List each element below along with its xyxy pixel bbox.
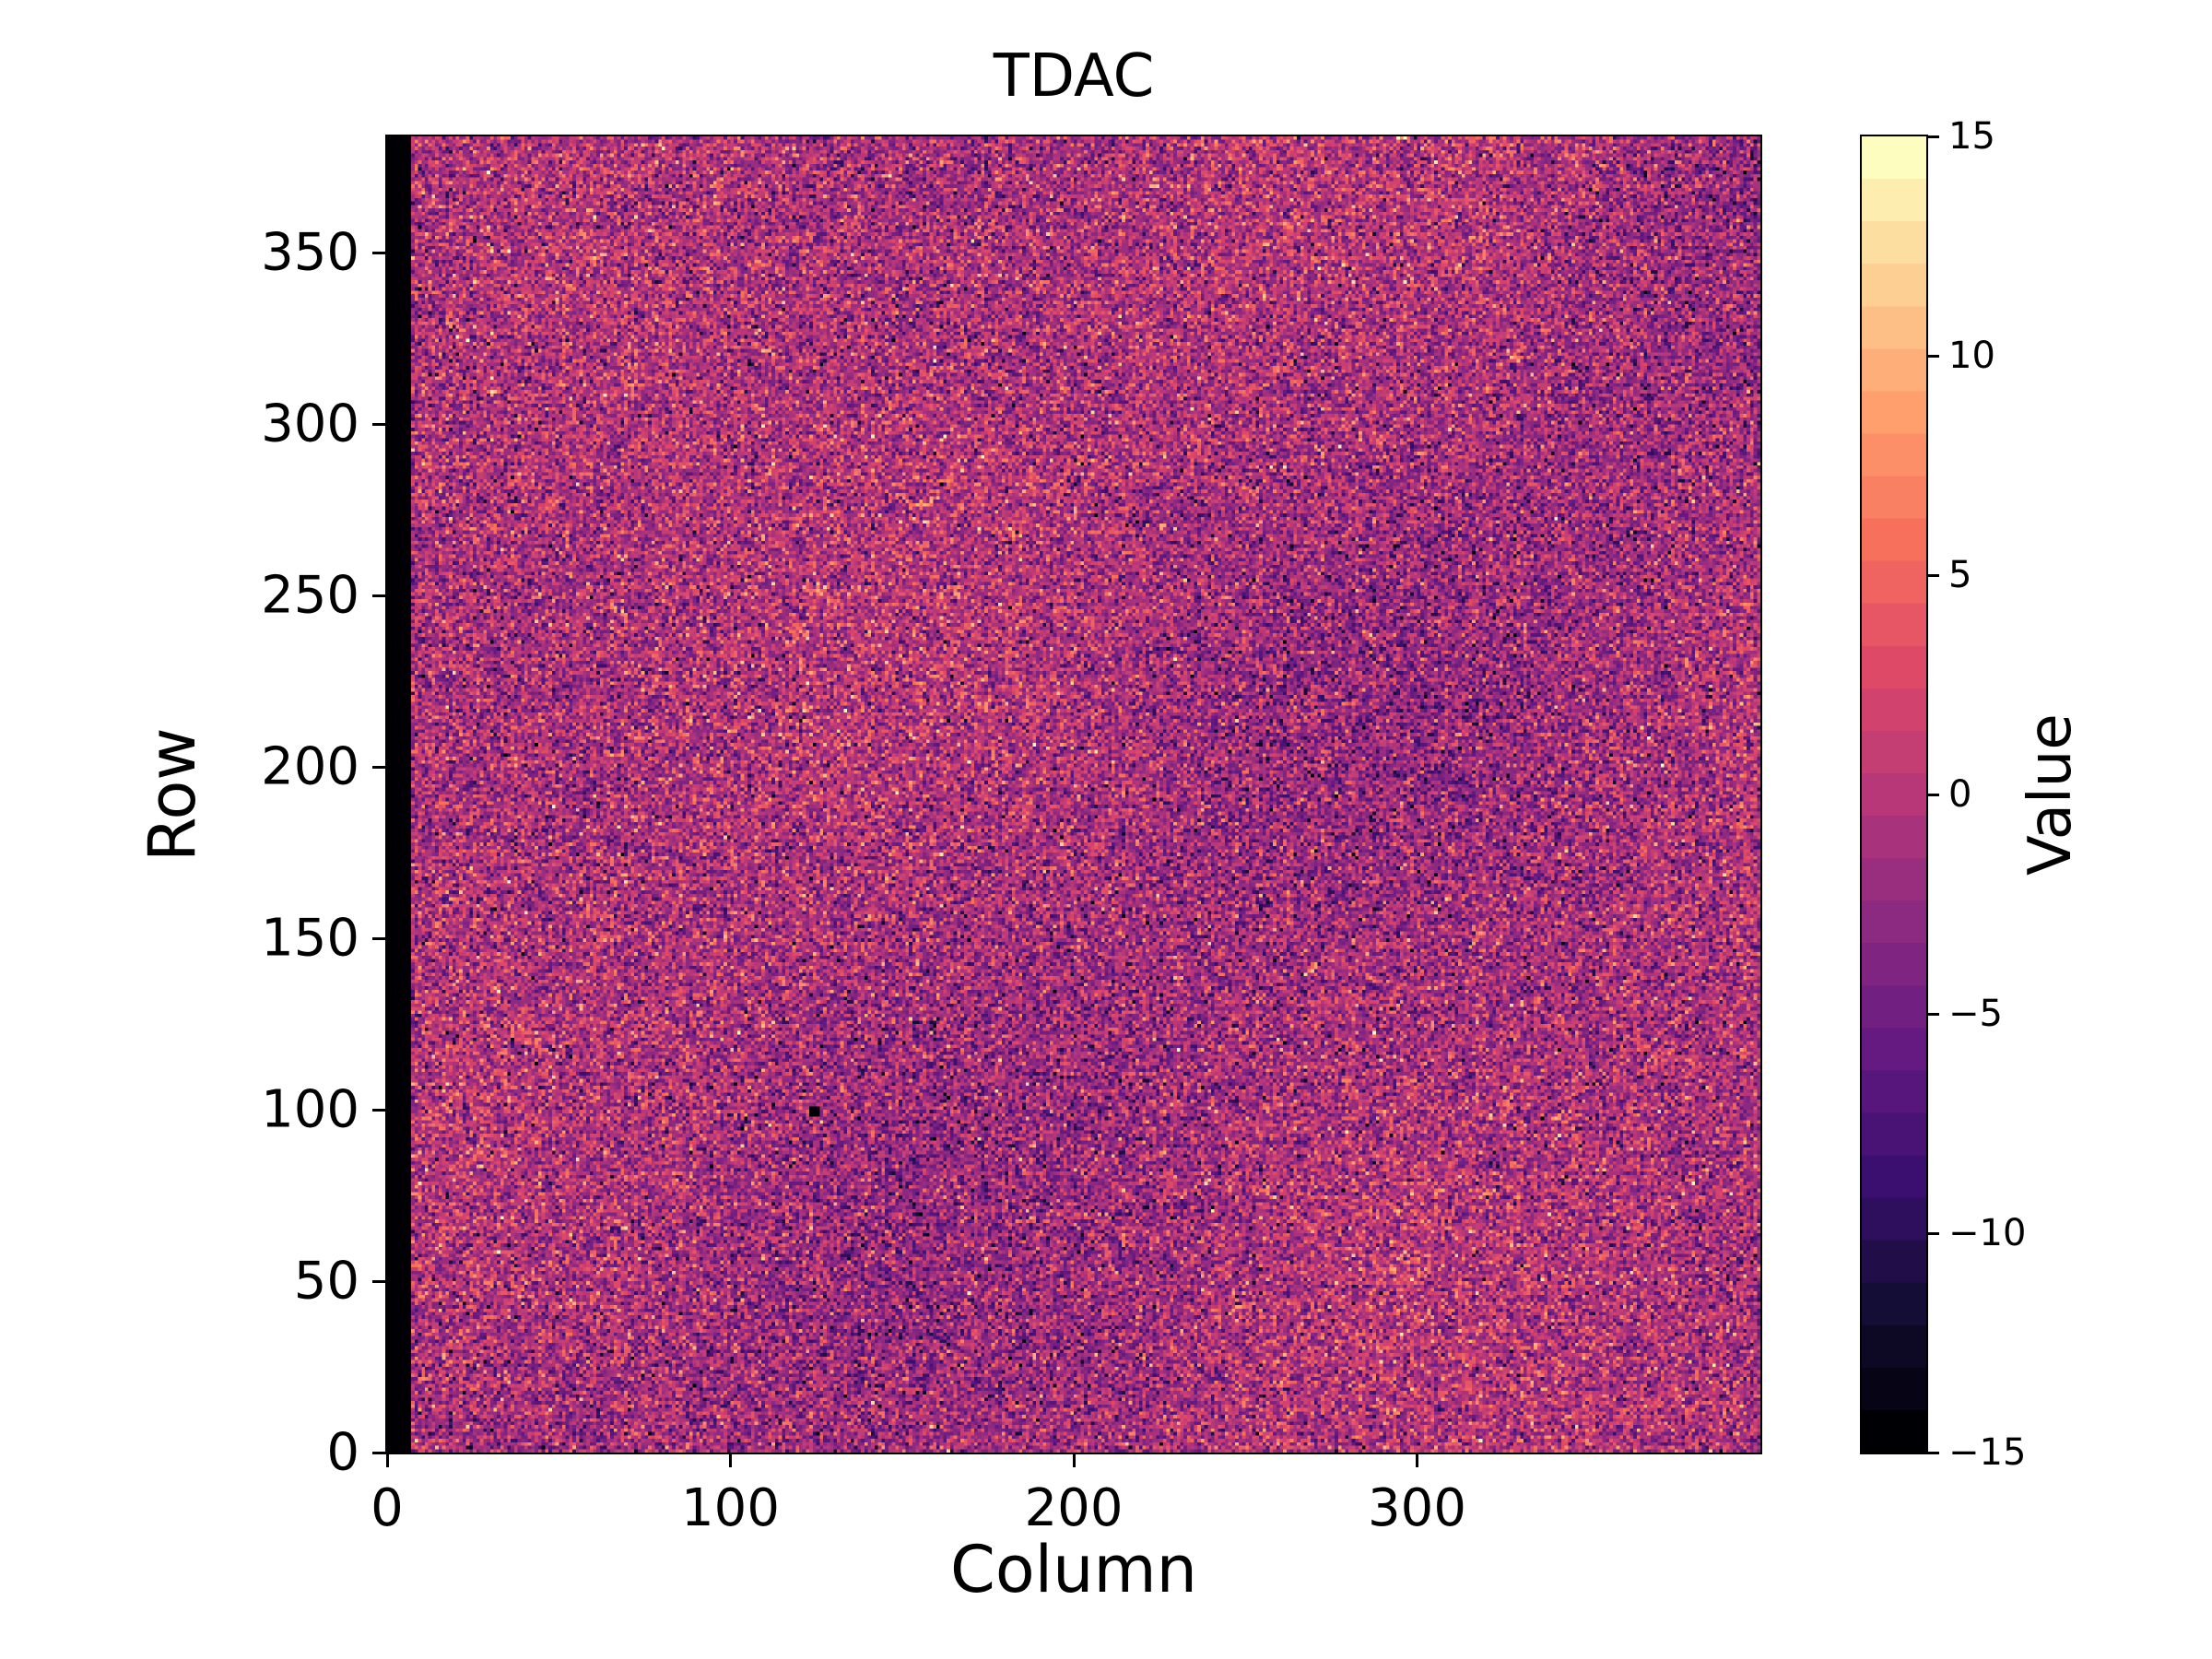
y-tick-mark (372, 1108, 387, 1112)
y-tick-label: 300 (261, 394, 359, 454)
y-tick-label: 0 (326, 1422, 359, 1483)
y-axis-label: Row (135, 727, 210, 862)
x-tick-label: 200 (1024, 1478, 1124, 1538)
colorbar-tick-label: 15 (1948, 115, 1995, 158)
colorbar-gradient (1862, 136, 1926, 1453)
colorbar-tick-label: −10 (1948, 1212, 2027, 1254)
x-tick-label: 300 (1368, 1478, 1466, 1538)
colorbar-label: Value (2017, 713, 2085, 876)
colorbar-tick-mark (1926, 1231, 1939, 1235)
y-tick-label: 200 (261, 736, 359, 797)
x-axis-label: Column (949, 1532, 1198, 1607)
x-tick-label: 100 (681, 1478, 780, 1538)
colorbar-tick-mark (1926, 1451, 1939, 1454)
x-tick-mark (385, 1453, 389, 1467)
colorbar-tick-mark (1926, 1012, 1939, 1016)
colorbar-tick-label: 0 (1948, 773, 1972, 816)
y-tick-mark (372, 936, 387, 940)
colorbar-tick-mark (1926, 354, 1939, 358)
x-tick-mark (1416, 1453, 1418, 1467)
y-tick-label: 100 (261, 1079, 359, 1140)
colorbar-tick-label: 10 (1948, 335, 1995, 377)
y-tick-mark (372, 251, 387, 254)
y-tick-label: 50 (293, 1251, 359, 1312)
y-tick-label: 350 (261, 222, 359, 283)
colorbar-tick-mark (1926, 135, 1939, 138)
x-tick-label: 0 (371, 1478, 404, 1538)
heatmap-canvas (387, 136, 1760, 1453)
y-tick-mark (372, 422, 387, 426)
colorbar-tick-label: 5 (1948, 554, 1972, 596)
colorbar-tick-label: −5 (1948, 993, 2003, 1035)
colorbar-tick-label: −15 (1948, 1431, 2027, 1474)
y-tick-mark (372, 594, 387, 597)
x-tick-mark (729, 1453, 732, 1467)
colorbar-tick-mark (1926, 793, 1939, 796)
colorbar-tick-mark (1926, 573, 1939, 577)
y-tick-mark (372, 1279, 387, 1283)
y-tick-label: 250 (261, 565, 359, 626)
y-tick-mark (372, 1451, 387, 1454)
y-tick-mark (372, 765, 387, 769)
y-tick-label: 150 (261, 908, 359, 969)
x-tick-mark (1072, 1453, 1076, 1467)
plot-title: TDAC (993, 42, 1155, 111)
